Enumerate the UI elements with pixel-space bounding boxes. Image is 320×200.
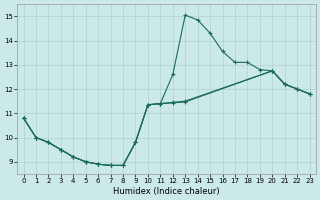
- X-axis label: Humidex (Indice chaleur): Humidex (Indice chaleur): [113, 187, 220, 196]
